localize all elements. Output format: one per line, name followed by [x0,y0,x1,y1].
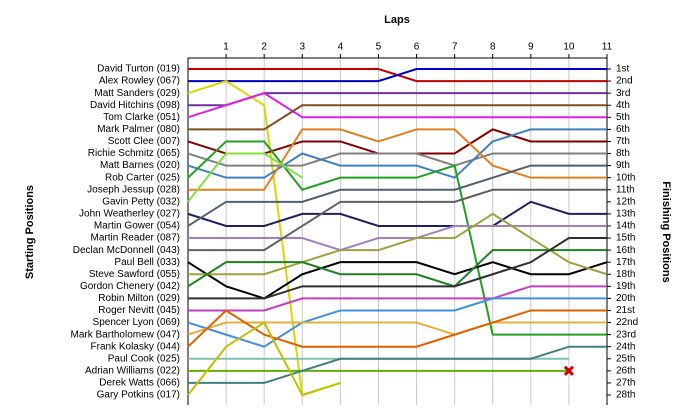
legend-label: Tom Clarke (051) [103,112,180,123]
y-axis-title-right: Finishing Positions [660,181,672,282]
legend-label: John Weatherley (027) [79,209,180,220]
series-line [187,152,303,203]
y-tick-label: 3rd [616,88,630,99]
legend-label: Mark Palmer (080) [97,124,180,135]
series-line [188,224,607,252]
series-line [187,200,607,227]
legend-label: Martin Gower (054) [94,221,180,232]
y-tick-label: 16th [616,245,635,256]
series-line [187,297,607,348]
series-line [187,92,607,119]
y-tick-label: 1st [616,64,630,75]
series-line [187,140,607,336]
legend-label: Gary Potkins (017) [97,390,180,401]
legend-label: Paul Bell (033) [114,257,180,268]
retired-marker [563,365,574,376]
y-tick-label: 25th [616,353,635,364]
y-tick-label: 2nd [616,76,633,87]
x-tick-label: 5 [376,42,382,53]
y-tick-label: 23rd [616,329,636,340]
legend-label: Alex Rowley (067) [99,76,180,87]
series-line [187,321,607,336]
series-line [188,92,607,107]
y-tick-label: 22nd [616,317,638,328]
series-line [188,212,608,276]
series-line [188,188,607,252]
y-tick-label: 15th [616,233,635,244]
y-tick-label: 8th [616,148,630,159]
y-tick-label: 10th [616,172,635,183]
y-tick-label: 28th [616,390,635,401]
series-line [187,128,607,179]
legend-label: David Hitchins (098) [90,100,180,111]
legend-label: Robin Milton (029) [98,293,180,304]
x-tick-label: 11 [602,42,613,53]
legend-label: Matt Barnes (020) [100,160,180,171]
y-tick-label: 18th [616,269,635,280]
y-tick-label: 5th [616,112,630,123]
y-tick-label: 4th [616,100,630,111]
legend-label: Rob Carter (025) [105,172,180,183]
legend-label: Adrian Williams (022) [85,365,180,376]
x-tick-label: 2 [261,42,267,53]
y-tick-label: 13th [616,209,635,220]
x-tick-label: 8 [490,42,496,53]
x-tick-label: 7 [452,42,458,53]
y-tick-label: 19th [616,281,635,292]
y-tick-label: 20th [616,293,635,304]
x-tick-label: 10 [563,42,575,53]
series-line [188,345,607,384]
legend-label: Spencer Lyon (069) [93,317,180,328]
series-line [187,152,607,167]
legend-label: Matt Sanders (029) [94,88,180,99]
legend-label: Declan McDonnell (043) [73,245,180,256]
y-axis-title-left: Starting Positions [24,185,36,279]
legend-label: Mark Bartholomew (047) [71,329,180,340]
series-line [188,128,607,191]
x-tick-label: 1 [223,42,229,53]
legend-label: Frank Kolasky (044) [91,341,180,352]
series-line [188,237,607,300]
series-line [187,309,607,348]
legend-label: Roger Nevitt (045) [98,305,180,316]
legend-label: Richie Schmitz (065) [88,148,180,159]
legend-label: Gordon Chenery (042) [80,281,180,292]
series-line [187,249,607,288]
x-tick-label: 6 [414,42,420,53]
series-line [188,285,607,312]
series-line [187,164,607,227]
chart-title: Laps [384,14,410,26]
legend-label: David Turton (019) [97,64,180,75]
y-tick-label: 7th [616,136,630,147]
y-tick-label: 9th [616,160,630,171]
series-line [187,321,341,397]
y-tick-label: 17th [616,257,635,268]
legend-label: Scott Clee (007) [108,136,180,147]
y-tick-label: 27th [616,378,635,389]
legend-label: Joseph Jessup (028) [87,184,180,195]
y-tick-label: 11th [616,184,635,195]
x-tick-label: 3 [299,42,305,53]
x-tick-label: 4 [338,42,344,53]
y-tick-label: 26th [616,365,635,376]
y-tick-label: 21st [616,305,635,316]
series-line [188,68,607,83]
legend-label: Gavin Petty (032) [102,196,180,207]
legend-label: Derek Watts (066) [99,378,180,389]
series-line [188,104,607,131]
series-line [187,261,608,300]
legend-label: Steve Sawford (055) [89,269,180,280]
legend-label: Martin Reader (087) [91,233,180,244]
y-tick-label: 14th [616,221,635,232]
x-tick-label: 9 [528,42,534,53]
y-tick-label: 24th [616,341,635,352]
legend-label: Paul Cook (025) [108,353,180,364]
y-tick-label: 6th [616,124,630,135]
y-tick-label: 12th [616,196,635,207]
